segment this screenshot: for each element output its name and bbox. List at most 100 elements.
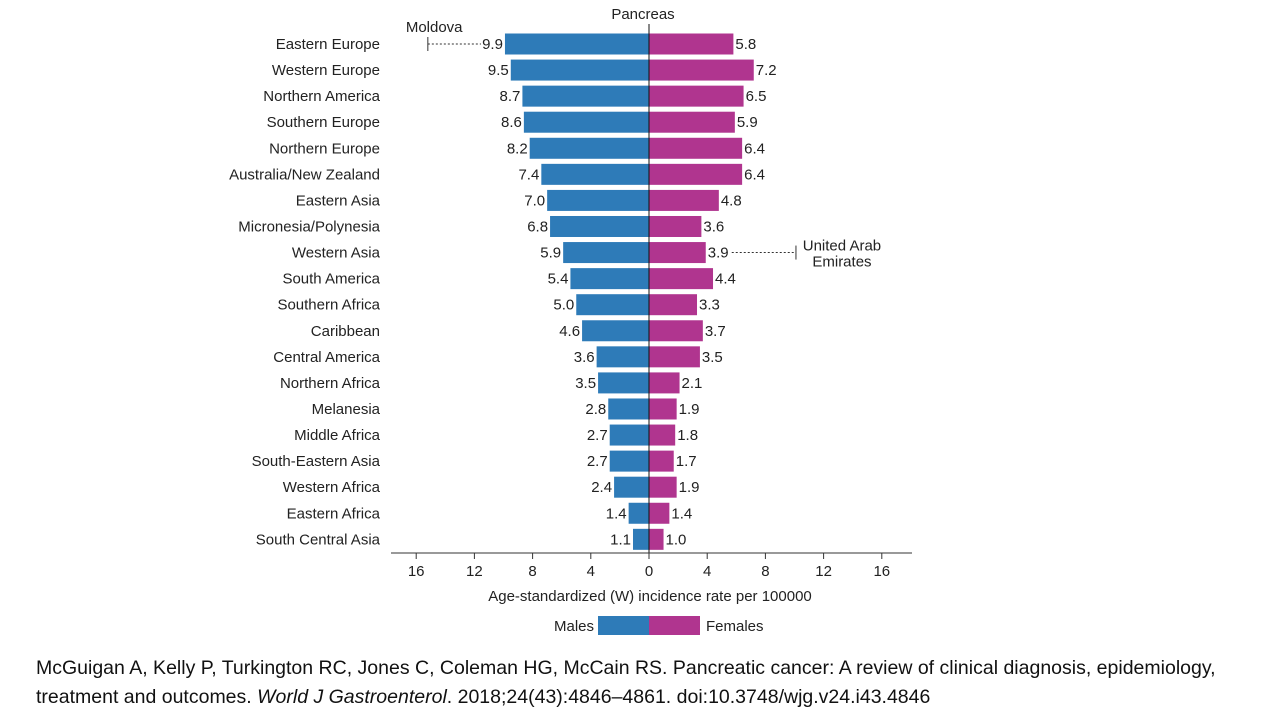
- bar-males-northern-europe: [529, 137, 649, 159]
- bar-females-western-asia: [649, 242, 706, 264]
- bar-females-western-europe: [649, 59, 754, 81]
- category-label-southern-europe: Southern Europe: [267, 114, 380, 131]
- value-label-males-australia-new-zealand: 7.4: [518, 166, 539, 183]
- bar-females-eastern-asia: [649, 189, 719, 211]
- bar-males-south-america: [570, 268, 649, 290]
- category-label-south-central-asia: South Central Asia: [256, 531, 381, 548]
- bar-females-south-eastern-asia: [649, 450, 674, 472]
- annotations-group: Moldova United Arab Emirates: [406, 19, 881, 271]
- value-label-males-central-america: 3.6: [574, 349, 595, 366]
- bar-males-micronesia-polynesia: [550, 215, 649, 237]
- bar-females-south-america: [649, 268, 714, 290]
- bar-males-australia-new-zealand: [541, 163, 649, 185]
- x-tick-label: 0: [645, 563, 653, 580]
- value-label-males-northern-africa: 3.5: [575, 375, 596, 392]
- bar-females-melanesia: [649, 398, 677, 420]
- category-label-eastern-asia: Eastern Asia: [296, 192, 381, 209]
- bar-males-northern-africa: [598, 372, 649, 394]
- bars-group: [504, 33, 754, 550]
- bar-females-caribbean: [649, 320, 703, 342]
- annotation-united-arab-emirates: United Arab Emirates: [803, 238, 881, 271]
- category-label-micronesia-polynesia: Micronesia/Polynesia: [238, 218, 380, 235]
- value-label-females-northern-america: 6.5: [746, 88, 767, 105]
- value-label-males-eastern-europe: 9.9: [482, 36, 503, 53]
- bar-males-south-central-asia: [632, 528, 649, 550]
- value-label-males-caribbean: 4.6: [559, 323, 580, 340]
- category-labels: Eastern Europe Western Europe Northern Ame…: [229, 36, 381, 548]
- value-label-females-melanesia: 1.9: [679, 401, 700, 418]
- category-label-northern-africa: Northern Africa: [280, 375, 381, 392]
- bar-females-southern-africa: [649, 294, 698, 316]
- value-label-males-south-america: 5.4: [548, 271, 569, 288]
- value-label-males-eastern-africa: 1.4: [606, 505, 627, 522]
- value-label-females-western-africa: 1.9: [679, 479, 700, 496]
- category-label-south-eastern-asia: South-Eastern Asia: [252, 453, 381, 470]
- x-tick-label: 16: [873, 563, 890, 580]
- category-label-melanesia: Melanesia: [312, 401, 381, 418]
- bar-males-melanesia: [608, 398, 649, 420]
- bar-males-northern-america: [522, 85, 649, 107]
- category-label-northern-america: Northern America: [263, 88, 380, 105]
- chart-title: Pancreas: [611, 6, 674, 23]
- bar-males-eastern-asia: [547, 189, 649, 211]
- x-tick-label: 4: [587, 563, 595, 580]
- bar-males-western-africa: [614, 476, 649, 498]
- category-label-western-asia: Western Asia: [292, 245, 381, 262]
- value-label-females-western-europe: 7.2: [756, 62, 777, 79]
- value-label-females-eastern-europe: 5.8: [735, 36, 756, 53]
- legend-swatch-females: [649, 616, 700, 635]
- value-label-females-south-central-asia: 1.0: [666, 531, 687, 548]
- x-tick-label: 4: [703, 563, 711, 580]
- category-label-central-america: Central America: [273, 349, 380, 366]
- value-label-males-northern-europe: 8.2: [507, 140, 528, 157]
- value-label-males-western-africa: 2.4: [591, 479, 612, 496]
- bar-females-central-america: [649, 346, 700, 368]
- bar-males-western-europe: [510, 59, 649, 81]
- bar-males-middle-africa: [609, 424, 649, 446]
- bar-females-northern-america: [649, 85, 744, 107]
- value-label-females-eastern-africa: 1.4: [671, 505, 692, 522]
- bar-females-northern-africa: [649, 372, 680, 394]
- value-label-females-northern-europe: 6.4: [744, 140, 765, 157]
- value-label-males-western-europe: 9.5: [488, 62, 509, 79]
- category-label-southern-africa: Southern Africa: [277, 297, 380, 314]
- value-label-males-southern-europe: 8.6: [501, 114, 522, 131]
- value-label-females-southern-europe: 5.9: [737, 114, 758, 131]
- x-tick-label: 8: [528, 563, 536, 580]
- value-label-females-eastern-asia: 4.8: [721, 192, 742, 209]
- bar-males-western-asia: [563, 242, 649, 264]
- citation-journal: World J Gastroenterol: [257, 686, 447, 708]
- value-labels: 9.9 5.8 9.5 7.2 8.7 6.5 8.6 5.9 8.2 6.4 7.4 6.4 7.0 4…: [482, 36, 777, 548]
- category-label-northern-europe: Northern Europe: [269, 140, 380, 157]
- bar-females-western-africa: [649, 476, 677, 498]
- value-label-females-south-eastern-asia: 1.7: [676, 453, 697, 470]
- value-label-females-caribbean: 3.7: [705, 323, 726, 340]
- value-label-females-micronesia-polynesia: 3.6: [703, 218, 724, 235]
- bar-males-southern-africa: [576, 294, 649, 316]
- value-label-males-south-central-asia: 1.1: [610, 531, 631, 548]
- value-label-females-south-america: 4.4: [715, 271, 736, 288]
- x-tick-label: 16: [408, 563, 425, 580]
- category-label-western-africa: Western Africa: [283, 479, 381, 496]
- x-tick-label: 12: [466, 563, 483, 580]
- category-label-eastern-africa: Eastern Africa: [287, 505, 381, 522]
- value-label-males-southern-africa: 5.0: [553, 297, 574, 314]
- bar-females-micronesia-polynesia: [649, 215, 702, 237]
- bar-females-australia-new-zealand: [649, 163, 743, 185]
- value-label-females-australia-new-zealand: 6.4: [744, 166, 765, 183]
- value-label-females-southern-africa: 3.3: [699, 297, 720, 314]
- category-label-middle-africa: Middle Africa: [294, 427, 381, 444]
- value-label-females-northern-africa: 2.1: [682, 375, 703, 392]
- category-label-western-europe: Western Europe: [272, 62, 380, 79]
- value-label-males-western-asia: 5.9: [540, 245, 561, 262]
- value-label-males-micronesia-polynesia: 6.8: [527, 218, 548, 235]
- category-label-eastern-europe: Eastern Europe: [276, 36, 380, 53]
- citation-details: . 2018;24(43):4846–4861. doi:10.3748/wjg…: [446, 686, 931, 708]
- value-label-males-eastern-asia: 7.0: [524, 192, 545, 209]
- bar-females-northern-europe: [649, 137, 743, 159]
- citation: McGuigan A, Kelly P, Turkington RC, Jone…: [36, 654, 1256, 712]
- bar-males-eastern-europe: [504, 33, 649, 55]
- pancreas-incidence-chart: Pancreas Eastern Europe Western Europe Nor…: [229, 6, 912, 635]
- value-label-females-western-asia: 3.9: [708, 245, 729, 262]
- x-axis-ticks: 16 12 8 4 0 4 8 12 16: [408, 553, 890, 580]
